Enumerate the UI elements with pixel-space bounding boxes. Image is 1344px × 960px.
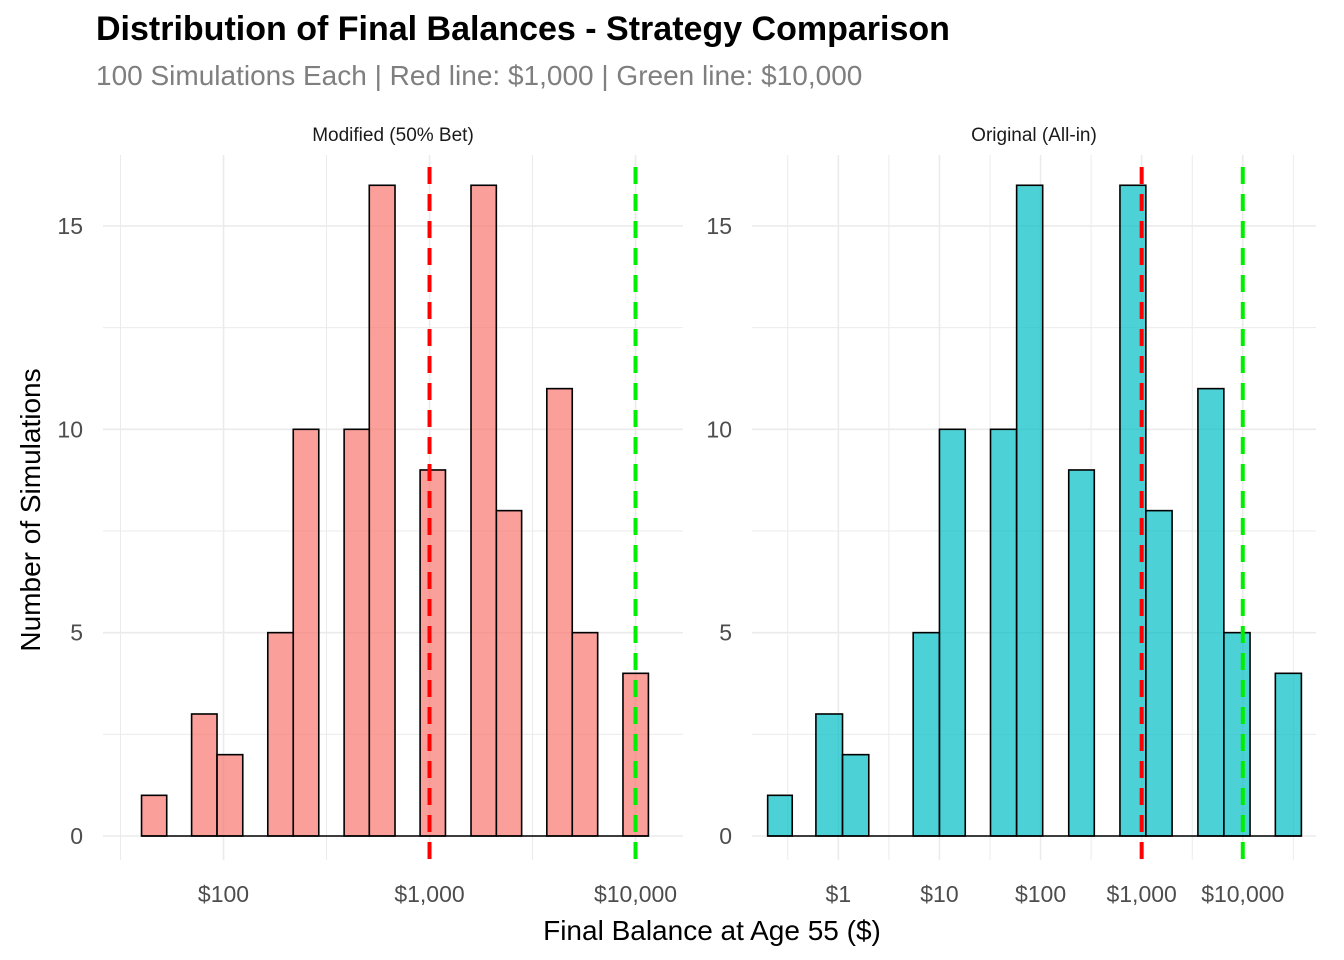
y-tick-label: 5 [719, 620, 732, 646]
histogram-bar [815, 713, 844, 837]
chart-subtitle: 100 Simulations Each | Red line: $1,000 … [96, 60, 863, 91]
x-tick-label: $100 [1015, 881, 1066, 907]
y-tick-label: 15 [57, 213, 83, 239]
histogram-bar [495, 509, 523, 837]
x-tick-label: $10,000 [1201, 881, 1284, 907]
y-tick-label: 10 [706, 416, 732, 442]
histogram-bar [1145, 509, 1173, 837]
y-tick-label: 10 [57, 416, 83, 442]
histogram-bar [470, 184, 498, 837]
y-tick-label: 15 [706, 213, 732, 239]
histogram-bar [419, 469, 447, 837]
histogram-bar [766, 794, 794, 837]
histogram-bar [1067, 469, 1096, 837]
y-tick-label: 0 [719, 823, 732, 849]
histogram-bar [912, 631, 941, 837]
histogram-bar [546, 387, 574, 837]
histogram-bar [1274, 672, 1303, 837]
histogram-bar [216, 753, 244, 837]
histogram-bar [622, 672, 650, 837]
x-tick-label: $10,000 [594, 881, 677, 907]
histogram-bar [571, 631, 599, 837]
histogram-bar [841, 753, 870, 837]
x-tick-label: $1,000 [394, 881, 464, 907]
histogram-bar [368, 184, 396, 837]
y-axis-title: Number of Simulations [15, 368, 46, 651]
histogram-bar [938, 428, 967, 837]
x-tick-label: $10 [920, 881, 958, 907]
x-tick-label: $100 [198, 881, 249, 907]
histogram-bar [1223, 631, 1251, 837]
histogram-bar [140, 794, 168, 837]
histogram-bar [989, 428, 1018, 837]
facet-label: Modified (50% Bet) [312, 125, 474, 146]
x-axis-title: Final Balance at Age 55 ($) [543, 915, 881, 946]
x-tick-label: $1,000 [1106, 881, 1176, 907]
chart-title: Distribution of Final Balances - Strateg… [96, 10, 950, 48]
x-tick-label: $1 [826, 881, 852, 907]
panel-original: 0 5 10 15 $1 $10 $100 $1,000 $10,000 Original (Al… [706, 125, 1316, 907]
histogram-bar [343, 428, 371, 837]
y-tick-label: 5 [70, 620, 83, 646]
histogram-bar [190, 713, 218, 837]
histogram-bar [1197, 387, 1225, 837]
histogram-bar [292, 428, 320, 837]
panel-modified: 0 5 10 15 $100 $1,000 $10,000 Modified (50% Bet… [57, 125, 683, 907]
y-tick-label: 0 [70, 823, 83, 849]
facet-label: Original (All-in) [971, 125, 1097, 146]
histogram-bar [266, 631, 295, 837]
histogram-bar [1015, 184, 1044, 837]
